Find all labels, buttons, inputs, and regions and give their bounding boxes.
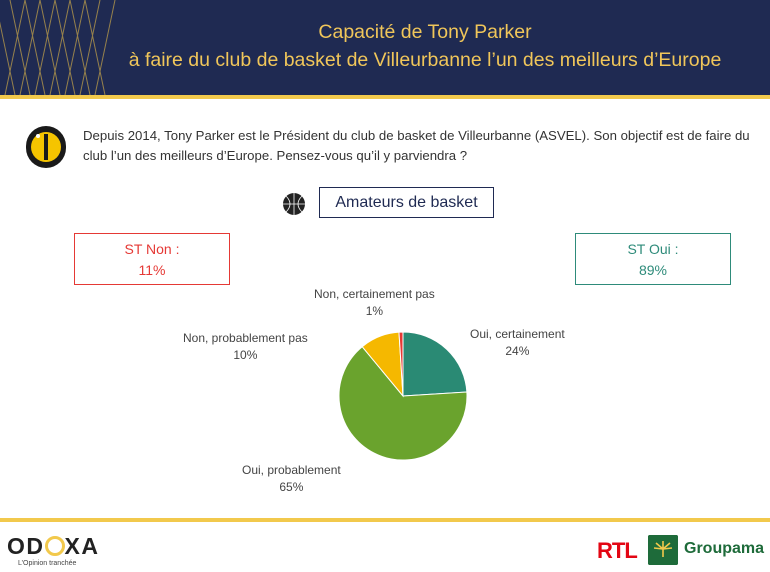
odoxa-logo-ring — [44, 536, 65, 556]
slice-label-non-certainement-pas: Non, certainement pas 1% — [314, 287, 435, 318]
st-non-box: ST Non : 11% — [74, 233, 230, 285]
footer-divider — [0, 518, 770, 522]
survey-question: Depuis 2014, Tony Parker est le Présiden… — [83, 128, 750, 163]
header-banner: Capacité de Tony Parker à faire du club … — [0, 0, 770, 95]
euro-coin-icon — [26, 126, 66, 168]
pie-slice-oui-certainement — [402, 331, 468, 397]
st-oui-value: 89% — [638, 262, 668, 278]
header-divider — [0, 95, 770, 99]
page-title: Capacité de Tony Parker à faire du club … — [110, 18, 740, 74]
header-decoration — [0, 0, 116, 95]
target-population: Amateurs de basket — [319, 187, 494, 218]
st-non-label: ST Non : — [124, 241, 180, 257]
st-non-value: 11% — [138, 262, 166, 278]
slice-label-oui-certainement: Oui, certainement 24% — [470, 327, 565, 358]
odoxa-tagline: L’Opinion tranchée — [18, 560, 77, 567]
st-oui-label: ST Oui : — [627, 241, 679, 257]
groupama-leaf-icon — [648, 535, 678, 565]
title-line-2: à faire du club de basket de Villeurbann… — [128, 49, 722, 71]
title-line-1: Capacité de Tony Parker — [318, 21, 532, 43]
pie-slice-non-certainement-pas — [398, 331, 404, 397]
groupama-logo: Groupama — [684, 540, 765, 557]
slice-label-non-probablement-pas: Non, probablement pas 10% — [183, 331, 308, 362]
slice-label-oui-probablement: Oui, probablement 65% — [242, 463, 341, 494]
odoxa-logo: OD XA — [7, 533, 100, 559]
st-oui-box: ST Oui : 89% — [575, 233, 731, 285]
rtl-logo: RTL — [597, 538, 638, 563]
basketball-icon — [283, 193, 305, 215]
pie-slice-oui-probablement — [338, 345, 468, 461]
